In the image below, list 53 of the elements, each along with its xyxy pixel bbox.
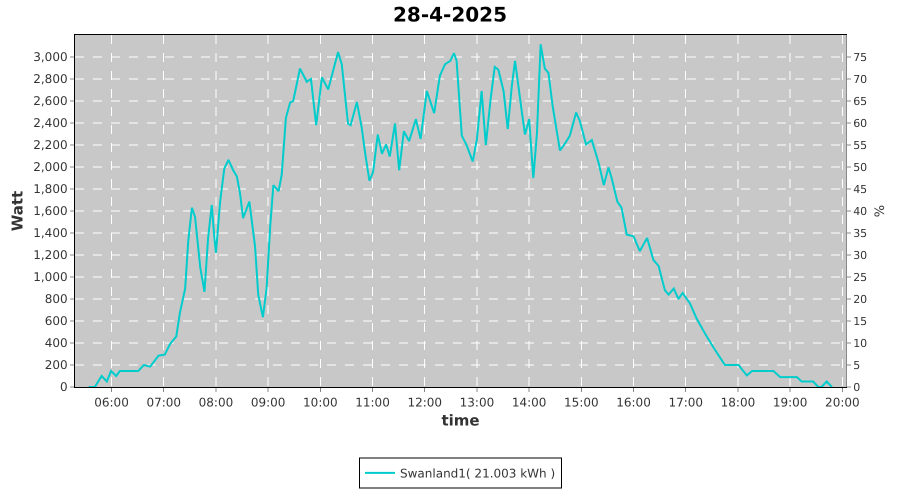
y2-tick-label: 60 [853,116,868,130]
y-axis-title: Watt [8,190,26,232]
x-tick-label: 18:00 [720,395,756,410]
x-tick-label: 06:00 [94,395,129,410]
x-tick-label: 19:00 [772,395,808,410]
y-tick-label: 800 [44,292,68,306]
y2-tick-label: 40 [853,204,868,218]
x-tick-label: 17:00 [668,395,704,410]
y2-tick-label: 25 [853,270,868,284]
y2-tick-label: 20 [853,292,868,306]
x-tick-label: 16:00 [616,395,651,410]
y-tick-label: 2,600 [33,94,68,108]
y2-tick-label: 30 [853,248,868,262]
y-tick-label: 2,000 [33,160,68,174]
y2-tick-label: 45 [853,182,868,196]
x-tick-label: 20:00 [825,395,860,410]
y-tick-label: 1,800 [33,182,68,196]
y2-tick-label: 0 [853,380,860,394]
y-tick-label: 1,200 [33,248,68,262]
y-tick-label: 3,000 [33,50,68,64]
y2-axis-title: % [872,204,888,218]
line-series [88,43,833,387]
x-tick-label: 14:00 [512,395,546,410]
y-tick-label: 1,400 [33,226,68,240]
y-tick-label: 2,200 [33,138,68,152]
x-axis-title: time [441,411,480,430]
y2-tick-label: 50 [853,160,868,174]
y-tick-label: 200 [44,358,68,372]
y2-tick-label: 10 [853,336,868,350]
x-tick-label: 11:00 [355,395,390,410]
y2-tick-label: 70 [853,72,868,86]
x-tick-label: 12:00 [407,395,442,410]
y-tick-label: 2,400 [33,116,68,130]
y-tick-label: 1,000 [33,270,68,284]
y2-tick-label: 35 [853,226,868,240]
y-tick-label: 400 [44,336,68,350]
y-tick-label: 0 [60,380,68,394]
x-tick-label: 08:00 [198,395,234,410]
x-tick-label: 15:00 [564,395,599,410]
chart-title: 28-4-2025 [392,2,508,26]
legend-label: Swanland1( 21.003 kWh ) [400,466,556,481]
y-tick-label: 600 [44,314,68,328]
y2-tick-label: 15 [853,314,868,328]
x-tick-label: 10:00 [303,395,338,410]
y2-tick-label: 5 [853,358,860,372]
x-tick-label: 09:00 [250,395,286,410]
y2-tick-label: 65 [853,94,868,108]
x-tick-label: 13:00 [460,395,494,410]
y2-tick-label: 75 [853,50,868,64]
y-tick-label: 1,600 [33,204,68,218]
x-tick-label: 07:00 [146,395,182,410]
y2-tick-label: 55 [853,138,868,152]
y-tick-label: 2,800 [33,72,68,86]
